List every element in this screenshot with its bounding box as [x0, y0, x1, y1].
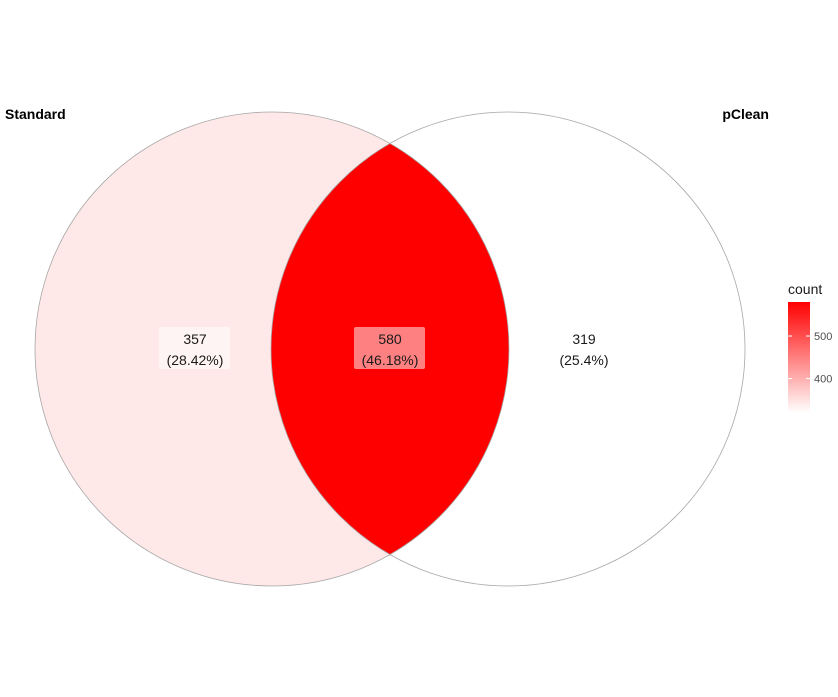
set-label-pclean: pClean [722, 106, 769, 122]
legend-title: count [788, 281, 822, 297]
region-label-both: 580 (46.18%) [354, 327, 425, 369]
label-box [548, 327, 619, 369]
intersection-region [271, 112, 509, 586]
region-count: 319 [572, 331, 596, 347]
region-percent: (28.42%) [167, 352, 224, 368]
set-label-standard: Standard [5, 106, 66, 122]
label-box [354, 327, 425, 369]
standard-set-outline [34, 111, 510, 587]
region-percent: (25.4%) [559, 352, 608, 368]
pclean-set-outline [270, 111, 746, 587]
label-box [159, 327, 230, 369]
region-percent: (46.18%) [362, 352, 419, 368]
region-count: 357 [183, 331, 207, 347]
region-label-standard-only: 357 (28.42%) [159, 327, 230, 369]
region-count: 580 [378, 331, 402, 347]
legend-tick-label: 400 [814, 374, 832, 386]
region-label-pclean-only: 319 (25.4%) [548, 327, 619, 369]
legend: count 400 500 [788, 281, 832, 413]
legend-tick-label: 500 [814, 331, 832, 343]
legend-colorbar [788, 302, 810, 413]
